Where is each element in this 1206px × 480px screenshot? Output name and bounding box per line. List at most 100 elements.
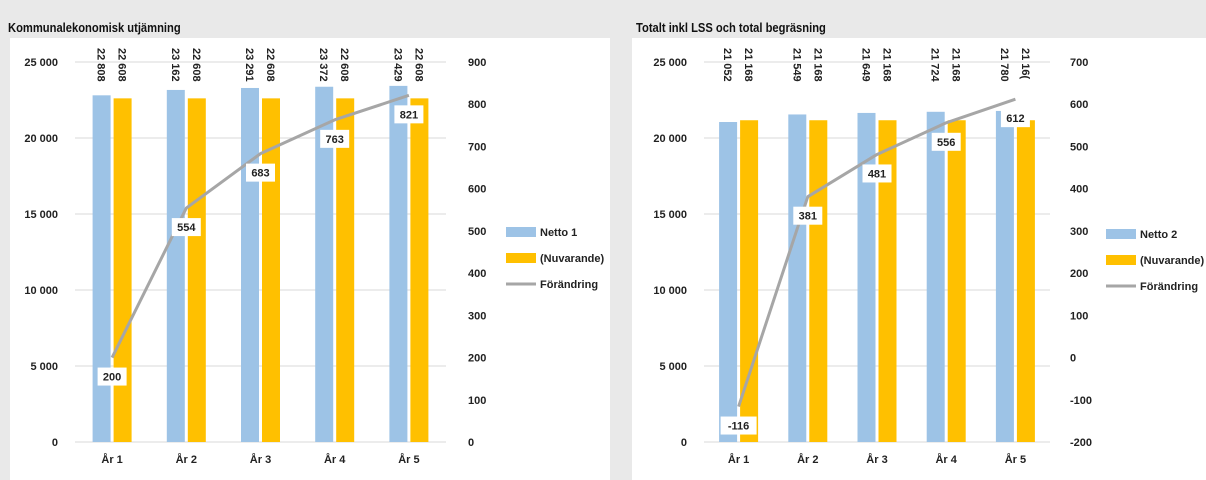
chart-panel-totalt: Totalt inkl LSS och total begräsning 0 5 … — [628, 0, 1206, 480]
x-tick-label: År 2 — [176, 453, 197, 466]
legend-label: (Nuvarande) — [540, 253, 605, 265]
y2-tick-label: 500 — [468, 226, 486, 238]
bar-nuvarande — [113, 98, 132, 442]
chart-kommunalekonomisk-utjamning: 0 5 000 10 000 15 000 20 000 25 000 0 100 200 300… — [24, 48, 605, 466]
x-tick-label: År 3 — [250, 453, 271, 466]
bar-data-label: 21 168 — [742, 48, 754, 82]
y2-tick-label: -200 — [1070, 437, 1092, 449]
y2-tick-label: 100 — [468, 395, 486, 407]
y2-tick-label: 400 — [468, 268, 486, 280]
bar-data-label: 23 429 — [391, 48, 403, 82]
line-label-box — [320, 129, 350, 148]
chart-title: Kommunalekonomisk utjämning — [8, 20, 181, 35]
bar-data-label: 22 608 — [412, 48, 424, 82]
legend-swatch — [506, 227, 536, 237]
y2-tick-label: 100 — [1070, 310, 1088, 322]
line-label-box — [862, 164, 892, 183]
y2-tick-label: 900 — [468, 57, 486, 69]
y-tick-label: 25 000 — [653, 57, 687, 69]
y2-tick-label: 500 — [1070, 141, 1088, 153]
bar-netto-1 — [92, 95, 111, 443]
bar-netto-1 — [315, 86, 334, 442]
y2-tick-label: 700 — [468, 141, 486, 153]
y2-tick-label: 400 — [1070, 184, 1088, 196]
bar-netto-2 — [788, 114, 807, 442]
bar-data-label: 21 168 — [881, 48, 893, 82]
chart-panel-kommunalekonomisk: Kommunalekonomisk utjämning 0 5 000 10 000… — [8, 20, 610, 480]
y2-tick-label: 300 — [1070, 226, 1088, 238]
y-tick-label: 25 000 — [24, 57, 58, 69]
legend-swatch — [506, 253, 536, 263]
line-label-box — [171, 218, 201, 237]
y2-tick-label: 200 — [1070, 268, 1088, 280]
bar-nuvarande — [1016, 120, 1035, 442]
line-data-label: 763 — [326, 134, 344, 146]
legend-label: Förändring — [1140, 281, 1198, 293]
bar-netto-1 — [389, 85, 408, 442]
bar-data-label: 21 649 — [860, 48, 872, 82]
bar-netto-2 — [926, 111, 945, 442]
line-label-box — [1000, 109, 1030, 128]
y-tick-label: 0 — [681, 437, 687, 449]
bar-nuvarande — [809, 120, 828, 442]
bar-data-label: 21 16( — [1019, 48, 1031, 80]
y2-tick-label: 0 — [1070, 353, 1076, 365]
line-label-box — [394, 105, 424, 124]
bar-data-label: 21 780 — [998, 48, 1010, 82]
x-tick-label: År 5 — [398, 453, 419, 466]
bar-data-label: 21 168 — [811, 48, 823, 82]
bar-data-label: 22 608 — [116, 48, 128, 82]
x-tick-label: År 1 — [101, 453, 122, 466]
x-tick-label: År 1 — [728, 453, 749, 466]
bar-data-label: 23 372 — [317, 48, 329, 82]
bar-nuvarande — [262, 98, 280, 442]
y-tick-label: 5 000 — [659, 361, 687, 373]
y-tick-label: 10 000 — [653, 285, 687, 297]
line-forandring — [110, 93, 410, 359]
bar-nuvarande — [187, 98, 206, 442]
y-tick-label: 10 000 — [24, 285, 58, 297]
y2-tick-label: 200 — [468, 353, 486, 365]
bar-data-label: 21 724 — [929, 48, 941, 83]
line-data-label: 612 — [1006, 113, 1024, 125]
line-data-label: 381 — [799, 211, 817, 223]
bar-data-label: 21 052 — [721, 48, 733, 82]
bar-data-label: 22 608 — [190, 48, 202, 82]
bar-netto-1 — [166, 89, 185, 443]
y2-tick-label: 600 — [1070, 99, 1088, 111]
bar-data-label: 23 162 — [169, 48, 181, 82]
bar-data-label: 21 549 — [790, 48, 802, 82]
line-data-label: 556 — [937, 137, 955, 149]
chart-title: Totalt inkl LSS och total begräsning — [636, 20, 826, 35]
line-label-box — [97, 367, 127, 386]
line-data-label: 683 — [251, 168, 269, 180]
line-data-label: 200 — [103, 372, 121, 384]
y-tick-label: 5 000 — [30, 361, 58, 373]
x-tick-label: År 2 — [797, 453, 818, 466]
legend-label: (Nuvarande) — [1140, 255, 1205, 267]
legend-label: Förändring — [540, 279, 598, 291]
bar-netto-2 — [995, 110, 1014, 442]
y-tick-label: 0 — [52, 437, 58, 449]
x-tick-label: År 3 — [866, 453, 887, 466]
bar-nuvarande — [410, 98, 429, 442]
bar-nuvarande — [336, 98, 355, 442]
bar-data-label: 23 291 — [243, 48, 255, 82]
legend-swatch — [1106, 229, 1136, 239]
y2-tick-label: 0 — [468, 437, 474, 449]
y2-tick-label: 300 — [468, 310, 486, 322]
bar-netto-2 — [857, 112, 876, 442]
y-tick-label: 15 000 — [24, 209, 58, 221]
line-label-box — [720, 416, 757, 435]
y-tick-label: 15 000 — [653, 209, 687, 221]
line-label-box — [931, 132, 961, 151]
legend-swatch — [1106, 255, 1136, 265]
bar-data-label: 22 608 — [264, 48, 276, 82]
legend-label: Netto 1 — [540, 227, 577, 239]
y2-tick-label: 700 — [1070, 57, 1088, 69]
chart-totalt-inkl-lss: 0 5 000 10 000 15 000 20 000 25 000 -200 -100 0 1… — [653, 48, 1205, 466]
bar-nuvarande — [947, 120, 966, 442]
y2-tick-label: -100 — [1070, 395, 1092, 407]
bar-netto-2 — [719, 122, 738, 443]
line-data-label: -116 — [728, 421, 749, 433]
